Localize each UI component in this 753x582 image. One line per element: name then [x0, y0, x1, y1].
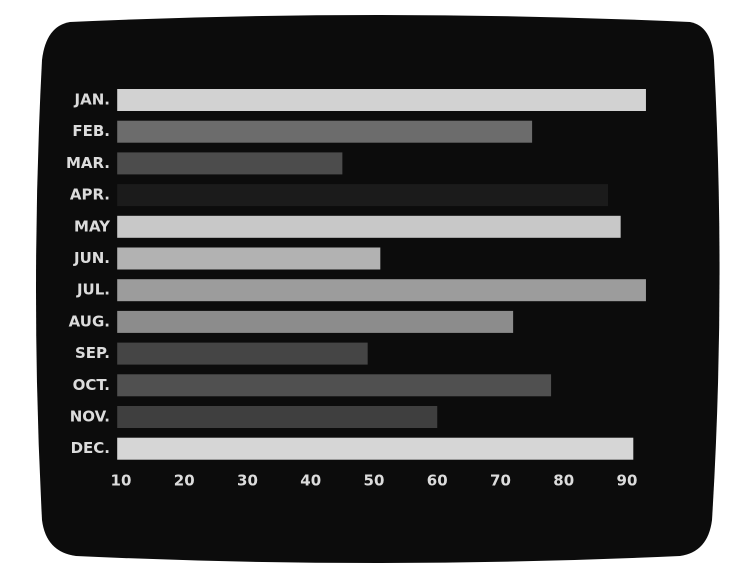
bar — [117, 120, 533, 143]
plot: 10 20 30 40 50 60 70 80 90 JAN. FEB. MAR. APR. MAY JUN… — [66, 89, 646, 490]
y-tick-label: DEC. — [71, 439, 110, 457]
x-tick-label: 50 — [364, 472, 385, 490]
x-tick-label: 20 — [174, 472, 195, 490]
bar — [117, 184, 609, 207]
bar — [117, 406, 438, 428]
x-tick-label: 40 — [300, 472, 321, 490]
bar — [117, 374, 552, 397]
bar — [117, 310, 514, 333]
x-tick-label: 60 — [427, 472, 448, 490]
y-tick-label: FEB. — [72, 122, 110, 140]
x-tick-label: 70 — [490, 472, 511, 490]
y-tick-label: MAR. — [66, 154, 110, 172]
bar — [117, 437, 634, 460]
y-tick-label: SEP. — [75, 344, 110, 362]
y-tick-label: JAN. — [74, 91, 110, 109]
bar — [117, 215, 621, 238]
x-tick-label: 10 — [111, 472, 132, 490]
x-tick-label: 80 — [553, 472, 574, 490]
x-tick-label: 90 — [617, 472, 638, 490]
bar — [117, 247, 381, 270]
y-tick-label: MAY — [74, 217, 111, 235]
x-tick-label: 30 — [237, 472, 258, 490]
bar — [117, 342, 368, 365]
y-tick-label: APR. — [70, 186, 110, 204]
y-tick-label: AUG. — [69, 312, 110, 330]
y-tick-label: JUL. — [76, 281, 110, 299]
y-tick-label: NOV. — [70, 408, 110, 426]
y-tick-label: OCT. — [73, 376, 110, 394]
bar — [117, 152, 343, 175]
y-tick-label: JUN. — [73, 249, 110, 267]
bar — [117, 89, 646, 111]
bar — [117, 279, 646, 302]
